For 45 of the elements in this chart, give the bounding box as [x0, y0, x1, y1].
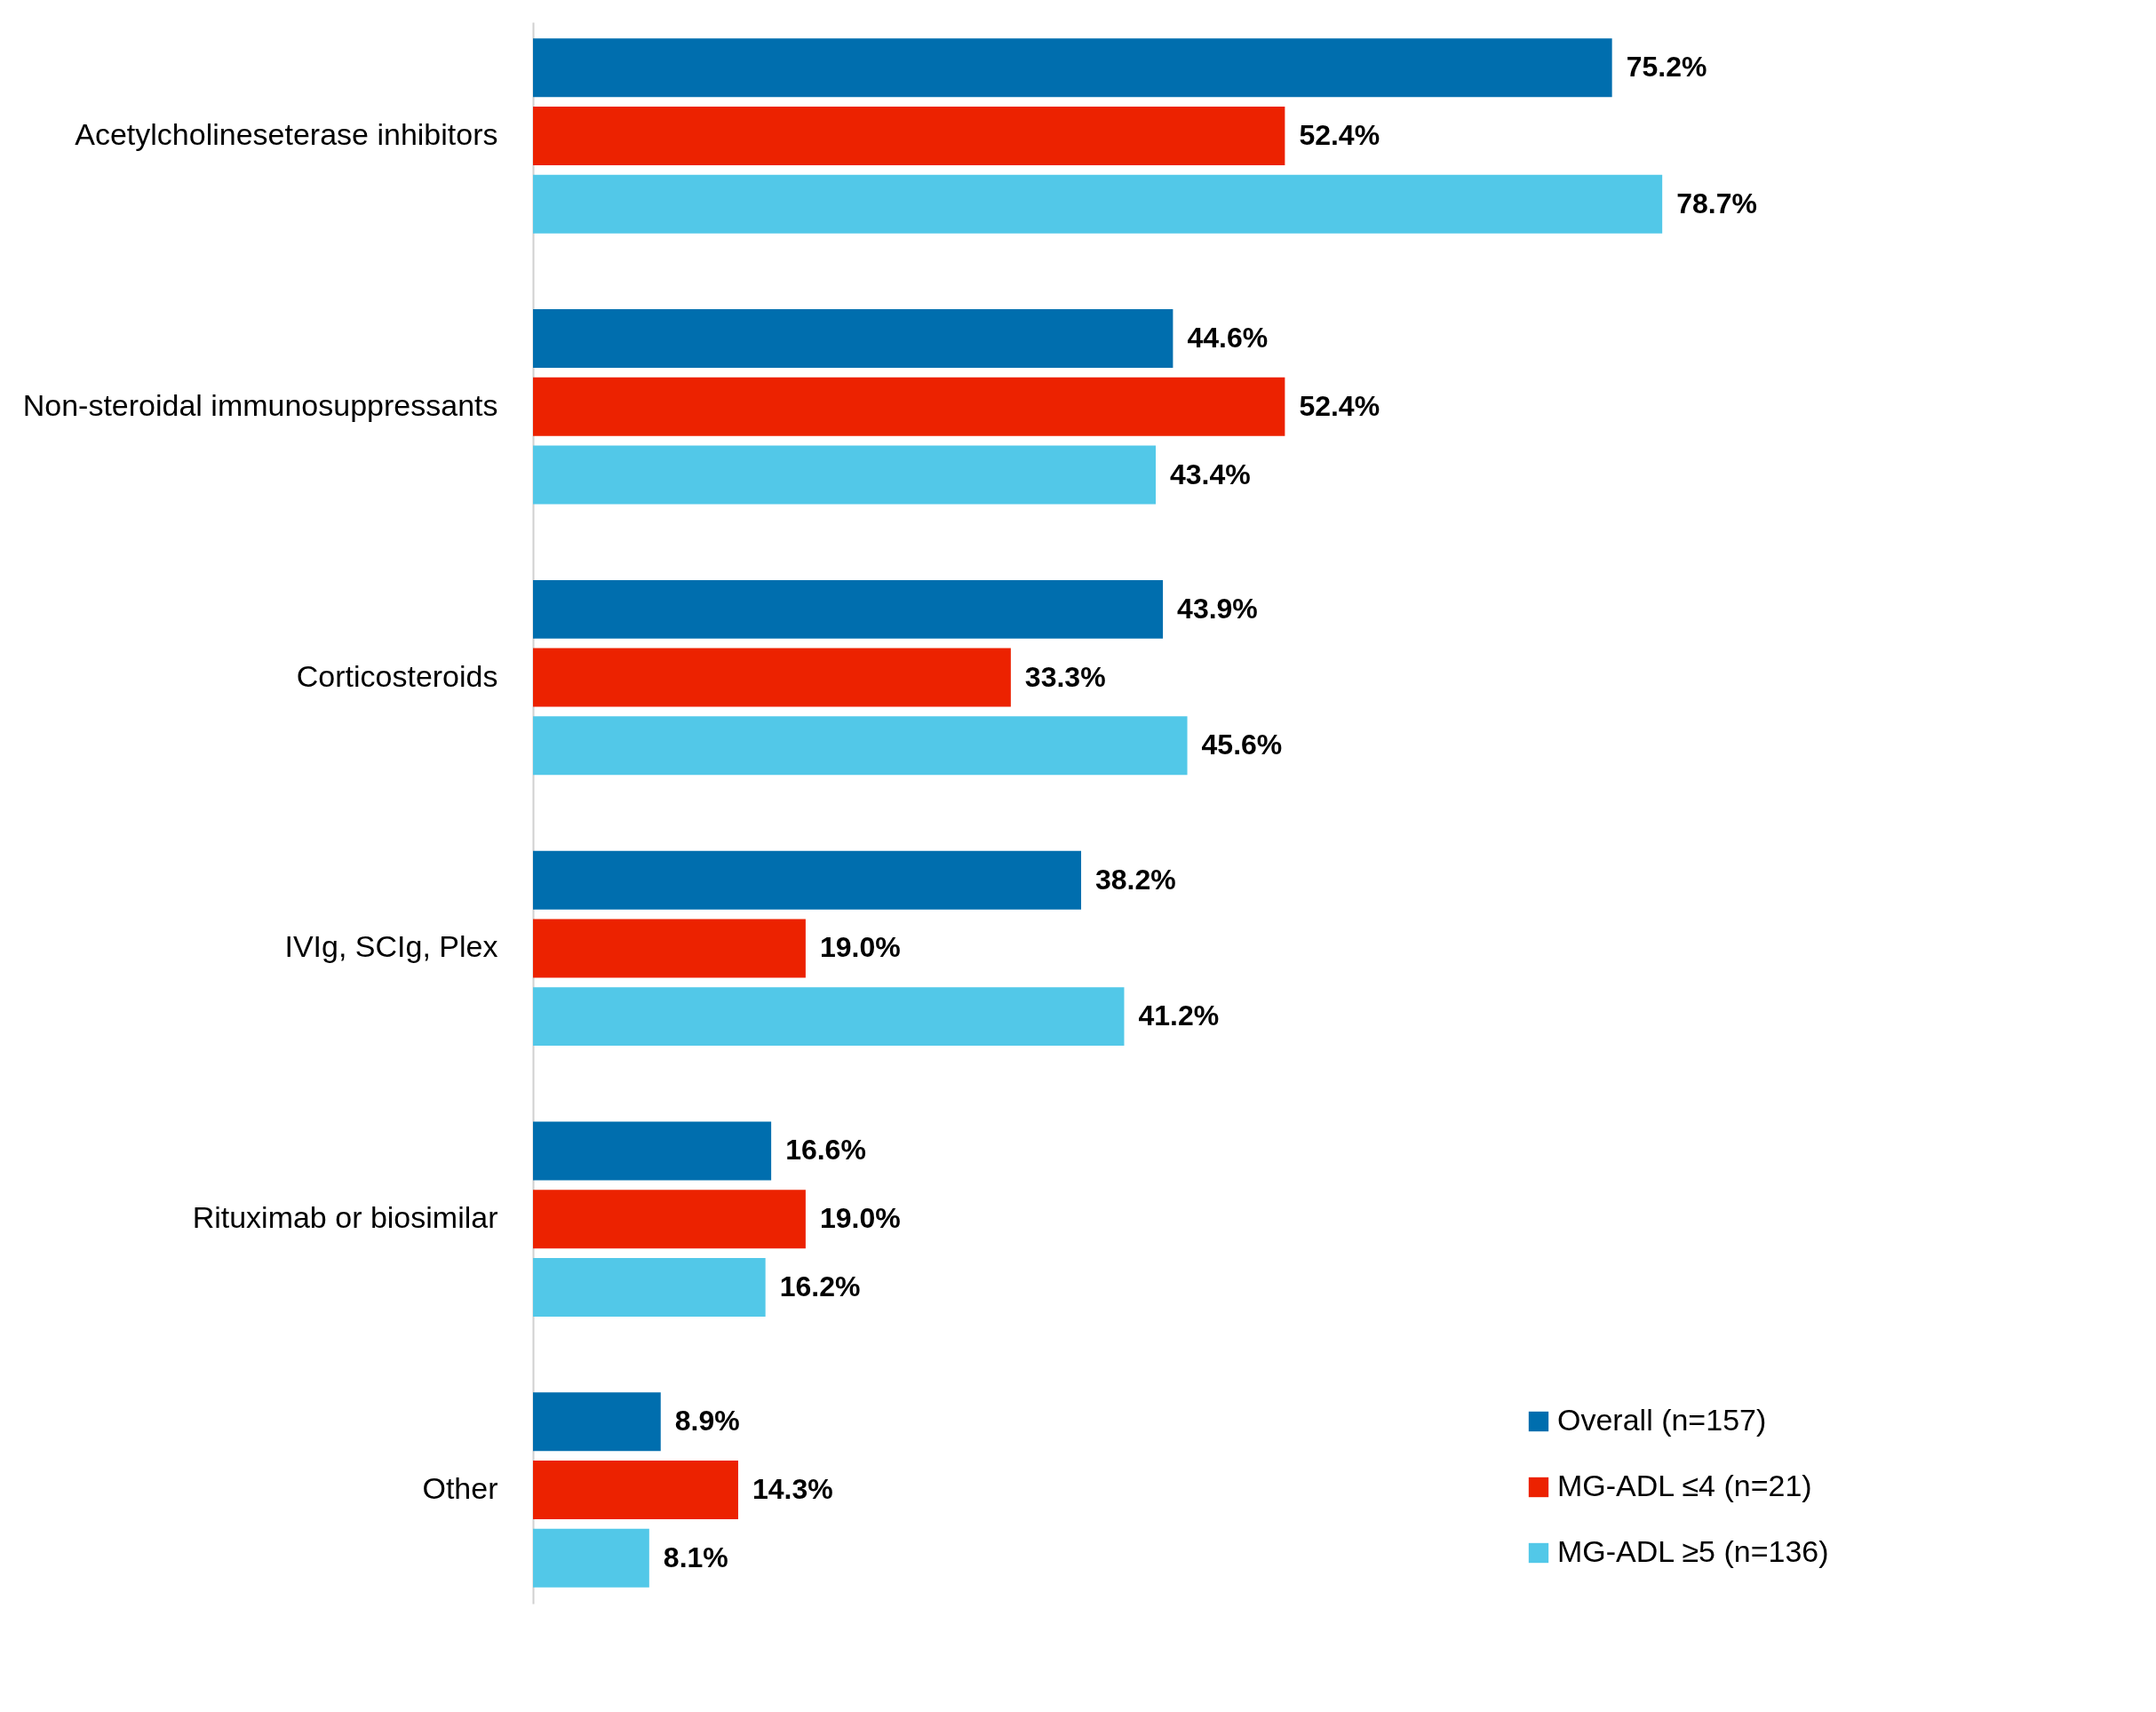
data-label: 8.9% [674, 1405, 740, 1437]
data-label: 16.2% [779, 1270, 861, 1302]
bar [533, 1190, 806, 1249]
bar [533, 716, 1188, 776]
data-label: 16.6% [785, 1134, 866, 1167]
bar [533, 1257, 766, 1317]
data-label: 19.0% [819, 1202, 901, 1235]
y-tick-label: Acetylcholineseterase inhibitors [75, 117, 498, 152]
legend-label: Overall (n=157) [1557, 1403, 1767, 1437]
bar [533, 1392, 661, 1452]
legend-label: MG-ADL ≤4 (n=21) [1557, 1469, 1812, 1502]
legend-label: MG-ADL ≥5 (n=136) [1557, 1534, 1829, 1568]
data-label: 78.7% [1676, 187, 1757, 219]
bar [533, 987, 1125, 1047]
bar [533, 850, 1082, 910]
bar [533, 309, 1173, 369]
bar [533, 919, 806, 978]
data-label: 75.2% [1626, 51, 1707, 84]
bar [533, 648, 1011, 707]
y-tick-label: Corticosteroids [296, 658, 498, 693]
bar [533, 1121, 772, 1181]
data-label: 43.9% [1177, 592, 1258, 625]
data-label: 33.3% [1024, 660, 1106, 693]
data-label: 41.2% [1138, 999, 1220, 1032]
bar [533, 1528, 649, 1588]
y-tick-label: Non-steroidal immunosuppressants [22, 387, 498, 422]
data-label: 8.1% [663, 1541, 728, 1573]
bar [533, 579, 1164, 639]
bar [533, 445, 1157, 505]
y-tick-label: Rituximab or biosimilar [192, 1200, 498, 1235]
bar [533, 1460, 738, 1519]
data-label: 52.4% [1299, 389, 1380, 422]
data-label: 44.6% [1187, 322, 1269, 354]
data-label: 45.6% [1201, 729, 1283, 761]
data-label: 43.4% [1170, 458, 1251, 490]
bar [533, 174, 1663, 234]
y-tick-label: Other [422, 1470, 498, 1505]
data-label: 19.0% [819, 931, 901, 964]
data-label: 52.4% [1299, 119, 1380, 152]
bar [533, 38, 1612, 98]
data-label: 38.2% [1095, 863, 1176, 896]
bar [533, 107, 1285, 166]
data-label: 14.3% [752, 1472, 833, 1505]
bar [533, 377, 1285, 436]
y-tick-label: IVIg, SCIg, Plex [284, 929, 498, 964]
